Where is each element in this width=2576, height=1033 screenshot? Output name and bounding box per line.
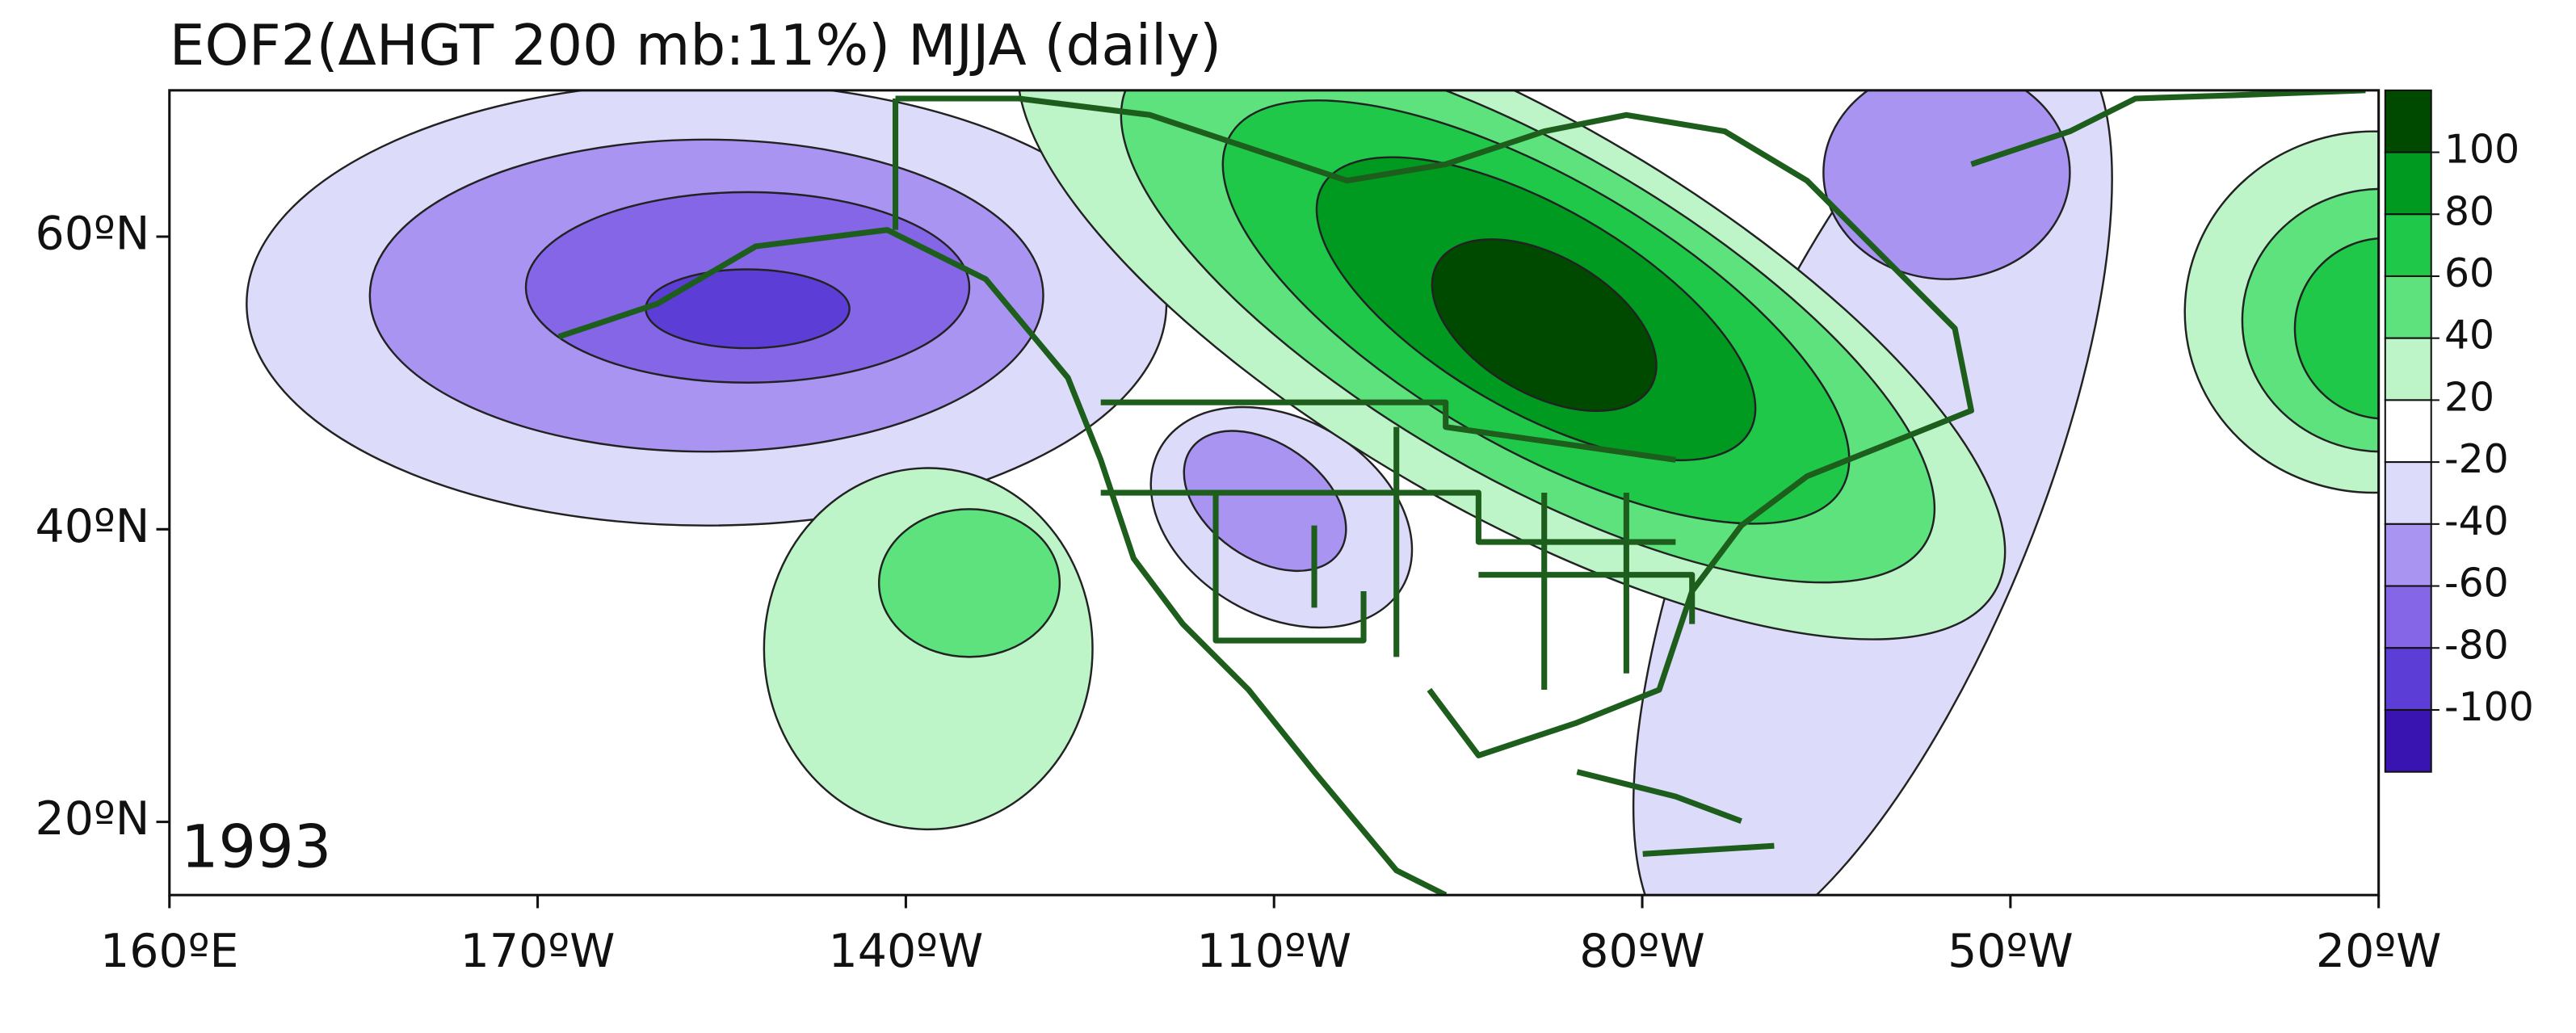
colorbar-box (2384, 275, 2432, 339)
colorbar-label: -100 (2444, 684, 2534, 730)
x-tick-label: 140ºW (829, 925, 984, 978)
coastline (557, 90, 2366, 896)
colorbar-label: 80 (2444, 188, 2494, 234)
colorbar-label: -60 (2444, 561, 2509, 607)
colorbar-box (2384, 213, 2432, 277)
x-tick-label: 50ºW (1948, 925, 2074, 978)
colorbar-box (2384, 151, 2432, 216)
contour (877, 508, 1061, 658)
x-tick-label: 80ºW (1579, 925, 1705, 978)
colorbar-box (2384, 647, 2432, 711)
state-borders (1100, 399, 1696, 691)
contour (1822, 90, 2071, 280)
x-tick-label: 110ºW (1196, 925, 1351, 978)
colorbar-box (2384, 89, 2432, 153)
x-tick-label: 170ºW (460, 925, 616, 978)
colorbar-label: 60 (2444, 250, 2494, 296)
colorbar-label: 40 (2444, 313, 2494, 359)
colorbar-label: 20 (2444, 374, 2494, 420)
panel-label: 1993 (181, 813, 331, 881)
colorbar-label: 100 (2444, 127, 2519, 173)
contour-field (246, 90, 2379, 896)
colorbar-label: -20 (2444, 436, 2509, 482)
contour (1431, 238, 1658, 413)
y-tick-label: 20ºN (36, 792, 150, 846)
colorbar-label: -40 (2444, 498, 2509, 544)
title: EOF2(ΔHGT 200 mb:11%) MJJA (daily) (170, 14, 1221, 78)
contour (2293, 237, 2379, 420)
x-tick-label: 20ºW (2316, 925, 2442, 978)
colorbar-box (2384, 708, 2432, 773)
colorbar-box (2384, 585, 2432, 649)
x-tick-label: 160ºE (100, 925, 238, 978)
colorbar-box (2384, 523, 2432, 587)
contour (645, 268, 851, 350)
contour (1183, 430, 1347, 573)
y-tick-label: 60ºN (36, 208, 150, 261)
colorbar-label: -80 (2444, 622, 2509, 668)
colorbar-box (2384, 399, 2432, 464)
colorbar-box (2384, 337, 2432, 401)
colorbar-box (2384, 461, 2432, 525)
y-tick-label: 40ºN (36, 500, 150, 553)
